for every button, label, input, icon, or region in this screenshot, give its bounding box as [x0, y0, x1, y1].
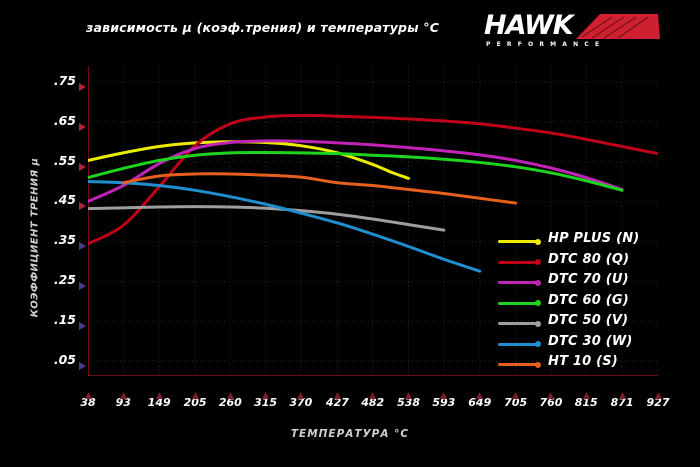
legend-swatch-icon [498, 240, 538, 243]
x-tick-marker [546, 385, 555, 399]
y-tick-label: .45 [53, 192, 76, 208]
legend-item[interactable]: DTC 70 (U) [498, 272, 688, 294]
x-tick-label: 871 [610, 396, 634, 409]
x-tick-marker [511, 385, 520, 399]
legend-swatch-icon [498, 260, 538, 264]
y-tick-label: .65 [53, 112, 76, 128]
x-tick-marker [84, 385, 93, 399]
legend-label: HT 10 (S) [548, 354, 618, 369]
x-tick-label: 370 [289, 396, 313, 409]
legend-endcap-icon [535, 361, 541, 368]
x-tick-marker [368, 385, 377, 399]
y-tick-marker [78, 77, 88, 91]
series-line [88, 140, 411, 180]
y-tick-label: .75 [53, 72, 76, 88]
series-line [121, 172, 518, 205]
x-tick-marker [191, 385, 200, 399]
x-tick-marker [404, 385, 413, 399]
legend-label: DTC 50 (V) [548, 313, 629, 328]
legend-item[interactable]: HP PLUS (N) [498, 231, 688, 253]
x-tick-marker [119, 385, 128, 399]
x-tick-label: 93 [115, 396, 131, 409]
legend-item[interactable]: DTC 80 (Q) [498, 251, 688, 274]
y-tick-marker [78, 196, 88, 211]
brand-wordmark: HAWK [484, 10, 574, 41]
series-line [88, 180, 482, 273]
legend-swatch-icon [498, 363, 538, 366]
x-tick-label: 260 [218, 396, 242, 409]
y-tick-marker [78, 356, 88, 370]
x-tick-label: 815 [574, 396, 598, 409]
x-tick-label: 149 [147, 396, 171, 409]
legend-label: DTC 70 (U) [548, 272, 629, 287]
legend-item[interactable]: DTC 30 (W) [498, 333, 688, 356]
legend-swatch-icon [498, 281, 538, 284]
x-tick-marker [582, 385, 591, 399]
y-tick-label: .15 [53, 312, 76, 327]
y-tick-label: .05 [53, 351, 76, 367]
series-line [88, 205, 446, 232]
x-tick-label: 705 [504, 396, 528, 409]
series-line [88, 150, 624, 192]
legend-endcap-icon [535, 279, 541, 286]
x-tick-marker [296, 385, 305, 399]
x-tick-marker [439, 385, 448, 399]
x-tick-marker [155, 385, 164, 399]
x-tick-label: 593 [432, 396, 456, 409]
legend-item[interactable]: DTC 60 (G) [498, 292, 688, 315]
x-tick-marker [333, 385, 342, 399]
legend-label: DTC 30 (W) [548, 333, 633, 349]
chart-legend: HP PLUS (N) DTC 80 (Q) DTC 70 (U) DTC 60 (G… [498, 231, 688, 376]
grid-lines [88, 66, 658, 376]
legend-endcap-icon [535, 259, 541, 265]
x-tick-label: 427 [325, 396, 349, 409]
y-tick-marker [78, 316, 88, 330]
chart-title: зависимость μ (коэф.трения) и температур… [86, 20, 440, 35]
legend-swatch-icon [498, 322, 538, 325]
x-tick-label: 315 [254, 396, 278, 409]
hawk-swoosh-icon [576, 14, 660, 39]
x-tick-marker [475, 385, 484, 399]
hawk-performance-logo: HAWK PERFORMANCE [484, 12, 664, 54]
x-tick-marker [226, 385, 235, 399]
legend-label: HP PLUS (N) [548, 231, 640, 246]
brand-tagline: PERFORMANCE [486, 41, 606, 48]
y-tick-marker [78, 276, 88, 291]
x-tick-label: 482 [361, 396, 385, 409]
y-tick-label: .25 [53, 272, 76, 288]
legend-endcap-icon [535, 238, 541, 245]
x-tick-label: 927 [646, 396, 670, 409]
x-tick-marker [261, 385, 270, 399]
x-tick-label: 205 [183, 396, 207, 409]
y-tick-marker [78, 117, 88, 131]
plot-svg [88, 66, 658, 376]
x-tick-label: 649 [468, 396, 492, 409]
legend-endcap-icon [535, 341, 541, 347]
plot-area [88, 66, 658, 376]
x-tick-label: 38 [80, 396, 96, 409]
y-tick-marker [78, 236, 88, 251]
series-line [88, 139, 624, 203]
x-tick-label: 538 [397, 396, 421, 409]
legend-item[interactable]: HT 10 (S) [498, 354, 688, 376]
x-axis-title: ТЕМПЕРАТУРА °C [290, 428, 410, 440]
legend-item[interactable]: DTC 50 (V) [498, 313, 688, 335]
y-tick-marker [78, 157, 88, 171]
legend-swatch-icon [498, 342, 538, 346]
legend-swatch-icon [498, 301, 538, 305]
legend-endcap-icon [535, 300, 541, 306]
y-tick-label: .35 [53, 232, 76, 248]
x-tick-marker [654, 385, 663, 399]
legend-endcap-icon [535, 320, 541, 327]
legend-label: DTC 80 (Q) [548, 251, 630, 267]
x-tick-label: 760 [539, 396, 563, 409]
x-tick-marker [618, 385, 627, 399]
legend-label: DTC 60 (G) [548, 292, 629, 308]
y-tick-label: .55 [53, 152, 76, 168]
